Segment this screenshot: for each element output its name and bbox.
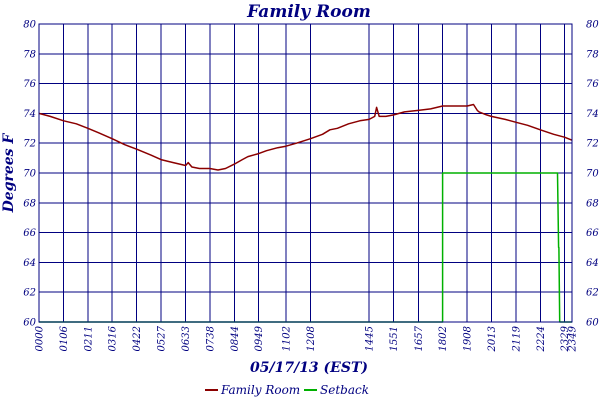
legend-label-family-room: Family Room [220,383,300,397]
x-tick-label: 0949 [254,325,265,351]
x-tick-label: 0527 [156,325,167,351]
x-tick-label: 2224 [536,326,547,352]
x-tick-label: 0844 [230,326,241,351]
y-tick-label-left: 66 [23,228,36,239]
x-tick-label: 1802 [438,326,449,351]
x-tick-label: 2013 [487,326,498,352]
x-tick-label: 2329 [560,325,571,352]
y-axis-label: Degrees F [1,133,17,214]
y-tick-label-left: 72 [23,139,36,150]
series-line-family-room [38,103,573,171]
x-tick-label: 0422 [132,326,143,351]
y-tick-label-left: 64 [23,258,36,269]
x-tick-label: 2119 [512,325,523,352]
y-tick-label-right: 60 [586,318,599,329]
y-tick-label-left: 60 [23,318,36,329]
y-tick-label-right: 76 [586,79,599,90]
x-tick-label: 1551 [389,326,400,351]
y-ticks-left: 60 62 64 66 68 70 72 74 76 78 80 [23,20,36,329]
series-line-setback [39,172,572,323]
plot-border [38,23,573,323]
y-tick-label-right: 72 [586,139,599,150]
y-tick-label-right: 74 [586,109,599,120]
y-tick-label-right: 78 [586,49,599,60]
x-tick-label: 0000 [35,325,46,351]
legend: Family Room Setback [205,383,369,397]
x-axis-label: 05/17/13 (EST) [250,360,368,376]
y-tick-label-left: 80 [23,20,36,31]
y-tick-label-left: 68 [23,198,36,209]
y-tick-label-left: 62 [23,288,36,299]
x-tick-label: 1208 [306,326,317,351]
x-ticks: 0000 0106 0211 0316 0422 0527 0633 0738 0844 0949… [35,325,579,352]
y-tick-label-right: 66 [586,228,599,239]
chart-title: Family Room [246,2,371,22]
y-tick-label-left: 78 [23,49,36,60]
y-tick-label-right: 68 [586,198,599,209]
series-lines [38,103,573,323]
y-tick-label-left: 76 [23,79,36,90]
x-tick-label: 1908 [463,326,474,351]
y-ticks-right: 60 62 64 66 68 70 72 74 76 78 80 [586,20,599,329]
y-tick-label-right: 80 [586,20,599,31]
x-tick-label: 0316 [108,325,119,351]
legend-label-setback: Setback [320,383,369,397]
x-tick-label: 2349 [568,325,579,352]
y-tick-label-left: 74 [23,109,36,120]
y-tick-label-right: 70 [586,169,599,180]
x-tick-label: 1445 [365,326,376,351]
y-tick-label-right: 62 [586,288,599,299]
x-tick-label: 1657 [414,325,425,351]
x-tick-label: 1102 [281,326,292,351]
x-tick-label: 0633 [181,326,192,351]
x-tick-label: 0211 [83,326,94,351]
y-tick-label-left: 70 [23,169,36,180]
x-tick-label: 0106 [59,325,70,351]
y-tick-label-right: 64 [586,258,599,269]
x-tick-label: 0738 [205,326,216,351]
